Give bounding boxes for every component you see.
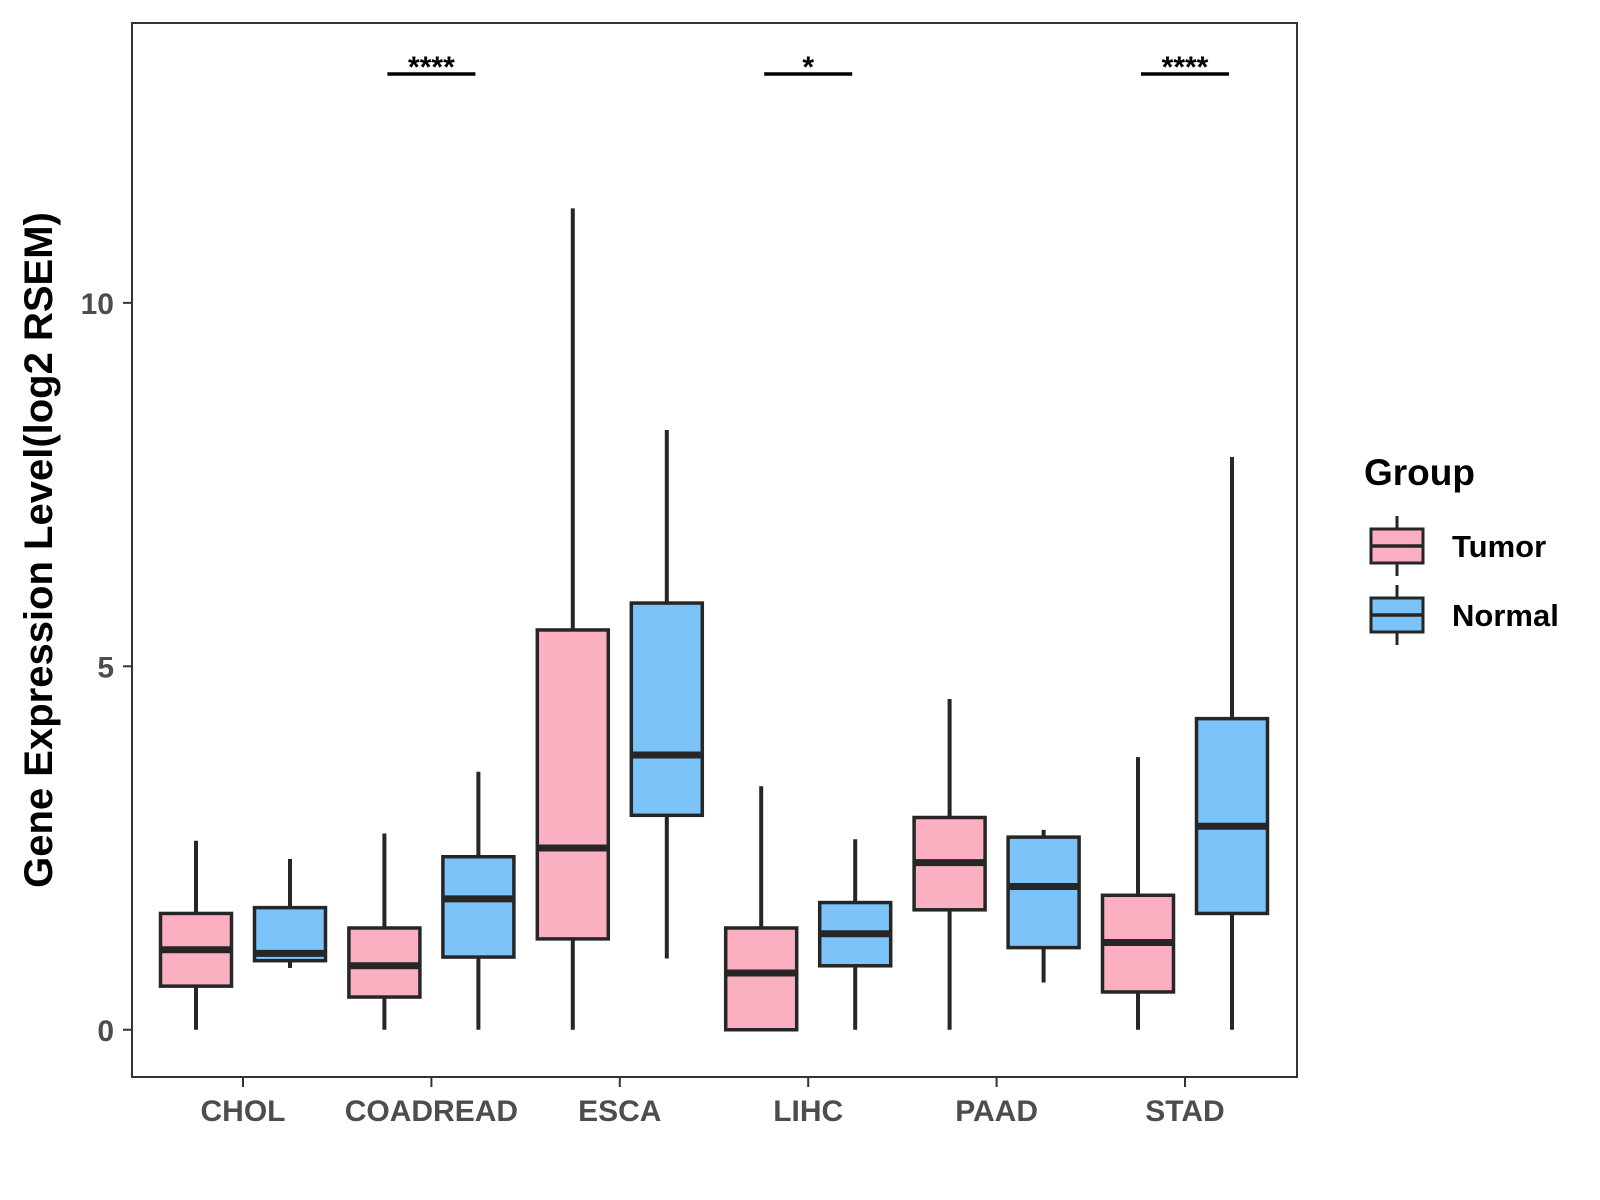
legend: Group Tumor Normal	[1364, 452, 1559, 645]
significance-coadread: ****	[387, 51, 476, 84]
legend-label-tumor: Tumor	[1452, 529, 1546, 564]
y-axis: 0 5 10	[81, 288, 132, 1048]
iqr-box-tumor-esca	[535, 628, 611, 941]
legend-label-normal: Normal	[1452, 598, 1559, 633]
box-normal-chol	[252, 858, 328, 968]
significance-stad: ****	[1141, 51, 1229, 84]
significance-annotations: **** * ****	[387, 51, 1229, 84]
box-normal-paad	[1006, 829, 1081, 983]
box-tumor-chol	[158, 840, 234, 1030]
box-normal-lihc	[817, 839, 893, 1030]
iqr-box-tumor-lihc	[723, 926, 799, 1032]
y-axis-title: Gene Expression Level(log2 RSEM)	[17, 212, 61, 888]
x-tick-label-paad: PAAD	[955, 1095, 1038, 1128]
legend-item-tumor: Tumor	[1369, 516, 1546, 576]
significance-label-lihc: *	[802, 51, 814, 84]
iqr-box-normal-paad	[1006, 835, 1081, 950]
x-axis: CHOL COADREAD ESCA LIHC PAAD STAD	[201, 1077, 1225, 1128]
x-tick-label-lihc: LIHC	[773, 1095, 843, 1128]
significance-label-stad: ****	[1162, 51, 1209, 84]
significance-lihc: *	[764, 51, 853, 84]
box-normal-coadread	[441, 771, 516, 1030]
iqr-box-normal-stad	[1194, 716, 1270, 916]
x-tick-label-chol: CHOL	[201, 1095, 286, 1128]
box-tumor-lihc	[723, 786, 799, 1032]
box-normal-esca	[629, 430, 705, 959]
legend-title: Group	[1364, 452, 1475, 493]
box-tumor-coadread	[347, 833, 422, 1030]
chart-marks	[158, 208, 1270, 1032]
y-tick-label-5: 5	[97, 651, 114, 684]
box-normal-stad	[1194, 456, 1270, 1030]
y-tick-label-0: 0	[97, 1015, 114, 1048]
x-tick-label-coadread: COADREAD	[345, 1095, 518, 1128]
box-tumor-paad	[912, 699, 987, 1030]
significance-label-coadread: ****	[408, 51, 455, 84]
box-tumor-stad	[1100, 757, 1176, 1030]
y-tick-label-10: 10	[81, 288, 114, 321]
x-tick-label-stad: STAD	[1145, 1095, 1224, 1128]
iqr-box-normal-coadread	[441, 855, 516, 959]
iqr-box-normal-esca	[629, 601, 705, 818]
legend-item-normal: Normal	[1369, 585, 1559, 645]
box-tumor-esca	[535, 208, 611, 1030]
x-tick-label-esca: ESCA	[578, 1095, 661, 1128]
